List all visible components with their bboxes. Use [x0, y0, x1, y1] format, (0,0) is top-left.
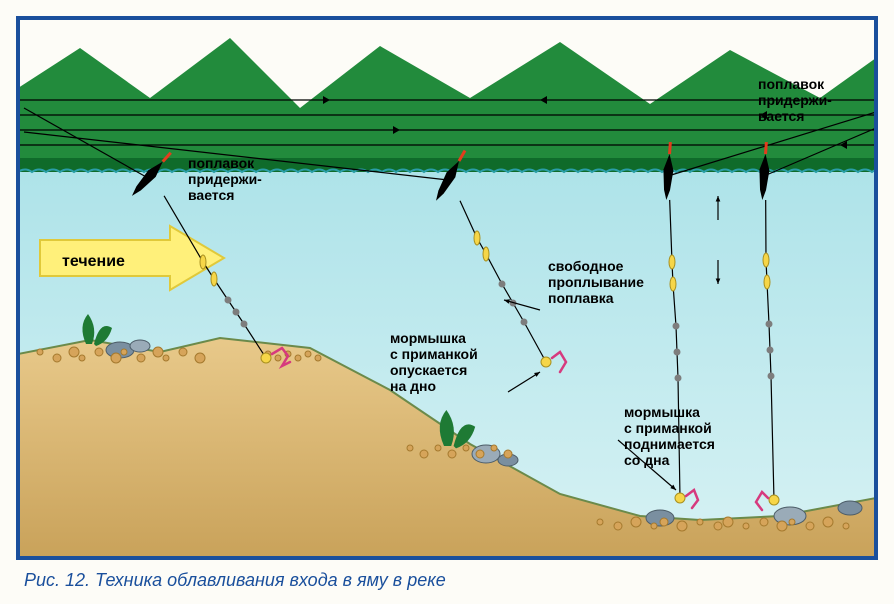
diagram-frame: течение поплавок придержи- вается поплав… — [0, 0, 894, 604]
figure-caption: Рис. 12. Техника облавливания входа в ям… — [24, 570, 446, 591]
label-current: течение — [62, 253, 125, 271]
label-float-held-right: поплавок придержи- вается — [758, 76, 832, 124]
label-float-held-left: поплавок придержи- вается — [188, 155, 262, 203]
label-jig-down: мормышка с приманкой опускается на дно — [390, 330, 478, 394]
label-jig-up: мормышка с приманкой поднимается со дна — [624, 404, 715, 468]
label-free-drift: свободное проплывание поплавка — [548, 258, 644, 306]
